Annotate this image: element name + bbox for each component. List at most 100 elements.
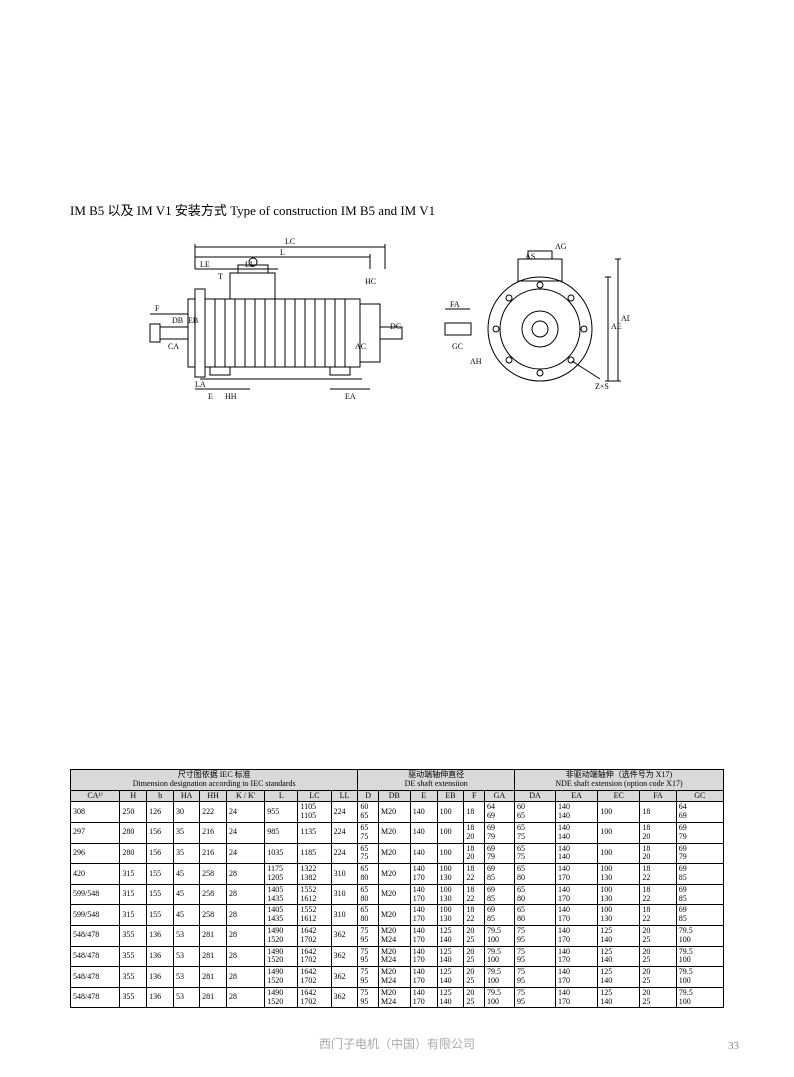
table-cell: 20 25 <box>640 987 676 1008</box>
svg-text:LC: LC <box>285 237 295 246</box>
table-cell: M20 <box>378 802 410 823</box>
col-header: LL <box>331 790 358 802</box>
table-cell: 548/478 <box>71 967 120 988</box>
table-cell: 28 <box>227 864 265 885</box>
table-cell: 100 130 <box>437 864 464 885</box>
table-cell: M20 M24 <box>378 967 410 988</box>
svg-text:GC: GC <box>452 342 463 351</box>
table-cell: 28 <box>227 987 265 1008</box>
table-cell: 156 <box>147 843 174 864</box>
table-cell: 140 <box>410 802 437 823</box>
table-cell: 155 <box>147 864 174 885</box>
table-cell: 355 <box>120 946 147 967</box>
table-row: 548/47835513653281281490 15201642 170236… <box>71 967 724 988</box>
svg-text:L: L <box>280 248 285 257</box>
table-cell: 599/548 <box>71 884 120 905</box>
table-cell: 362 <box>331 925 358 946</box>
table-cell: 1552 1612 <box>298 905 331 926</box>
table-cell: 45 <box>174 884 200 905</box>
table-cell: 136 <box>147 987 174 1008</box>
technical-diagram: LC L LE LL T F DB EB CA E HH LA EA HC AC… <box>110 229 630 409</box>
table-cell: 1322 1382 <box>298 864 331 885</box>
table-cell: 18 20 <box>640 822 676 843</box>
table-cell: 420 <box>71 864 120 885</box>
table-cell: 53 <box>174 987 200 1008</box>
svg-text:CA: CA <box>168 342 179 351</box>
table-cell: 1135 <box>298 822 331 843</box>
table-cell: 35 <box>174 843 200 864</box>
table-cell: 599/548 <box>71 905 120 926</box>
table-cell: 18 22 <box>464 905 485 926</box>
table-cell: 28 <box>227 905 265 926</box>
col-header: L <box>265 790 298 802</box>
table-cell: 310 <box>331 905 358 926</box>
svg-text:FA: FA <box>450 300 460 309</box>
table-cell: 281 <box>200 925 227 946</box>
table-cell: 65 75 <box>358 843 379 864</box>
table-cell: 140 170 <box>410 864 437 885</box>
table-cell: 53 <box>174 967 200 988</box>
page-title: IM B5 以及 IM V1 安装方式 Type of construction… <box>70 200 724 219</box>
table-cell: 53 <box>174 946 200 967</box>
table-cell: 65 80 <box>514 905 555 926</box>
table-cell: 136 <box>147 946 174 967</box>
table-cell: 100 <box>598 802 640 823</box>
table-cell: M20 <box>378 822 410 843</box>
table-cell: 280 <box>120 822 147 843</box>
table-cell: 65 80 <box>358 884 379 905</box>
table-cell: 24 <box>227 822 265 843</box>
table-cell: 69 85 <box>676 864 723 885</box>
col-header: F <box>464 790 485 802</box>
svg-text:EA: EA <box>345 392 356 401</box>
col-header: EB <box>437 790 464 802</box>
table-cell: 258 <box>200 864 227 885</box>
table-cell: 140 170 <box>556 987 598 1008</box>
table-cell: 140 140 <box>556 843 598 864</box>
table-cell: 65 80 <box>358 864 379 885</box>
svg-text:F: F <box>155 304 160 313</box>
table-cell: 140 170 <box>556 884 598 905</box>
svg-text:LE: LE <box>200 260 210 269</box>
table-cell: 28 <box>227 946 265 967</box>
page-number: 33 <box>728 1040 739 1052</box>
table-cell: 20 25 <box>464 946 485 967</box>
table-cell: 69 79 <box>676 843 723 864</box>
table-cell: 69 85 <box>484 884 514 905</box>
table-cell: 355 <box>120 925 147 946</box>
table-cell: 100 130 <box>437 905 464 926</box>
col-header: CA¹⁾ <box>71 790 120 802</box>
table-cell: 250 <box>120 802 147 823</box>
table-cell: 140 170 <box>556 967 598 988</box>
table-cell: 140 <box>410 843 437 864</box>
col-header: GC <box>676 790 723 802</box>
table-cell: 155 <box>147 905 174 926</box>
table-cell: 548/478 <box>71 925 120 946</box>
table-cell: 65 80 <box>358 905 379 926</box>
table-cell: 1490 1520 <box>265 946 298 967</box>
col-header: HH <box>200 790 227 802</box>
svg-text:DC: DC <box>390 322 401 331</box>
table-cell: 125 140 <box>437 967 464 988</box>
table-cell: 18 22 <box>640 864 676 885</box>
col-header: DA <box>514 790 555 802</box>
table-cell: 18 <box>640 802 676 823</box>
table-cell: 100 <box>598 822 640 843</box>
table-cell: 65 80 <box>514 864 555 885</box>
table-cell: 64 69 <box>676 802 723 823</box>
table-cell: 125 140 <box>437 925 464 946</box>
table-cell: 69 85 <box>484 905 514 926</box>
table-row: 29628015635216241035118522465 75M2014010… <box>71 843 724 864</box>
col-header: LC <box>298 790 331 802</box>
nde-header: 非驱动端轴伸（选件号为 X17)NDE shaft extension (opt… <box>514 770 723 791</box>
table-cell: 1405 1435 <box>265 884 298 905</box>
table-cell: 125 140 <box>437 946 464 967</box>
svg-text:LA: LA <box>195 380 206 389</box>
table-cell: 224 <box>331 822 358 843</box>
table-cell: 140 170 <box>410 987 437 1008</box>
table-cell: 140 140 <box>556 822 598 843</box>
table-cell: 24 <box>227 802 265 823</box>
table-cell: 69 79 <box>484 822 514 843</box>
table-cell: 985 <box>265 822 298 843</box>
table-cell: 69 85 <box>676 905 723 926</box>
table-cell: M20 <box>378 884 410 905</box>
